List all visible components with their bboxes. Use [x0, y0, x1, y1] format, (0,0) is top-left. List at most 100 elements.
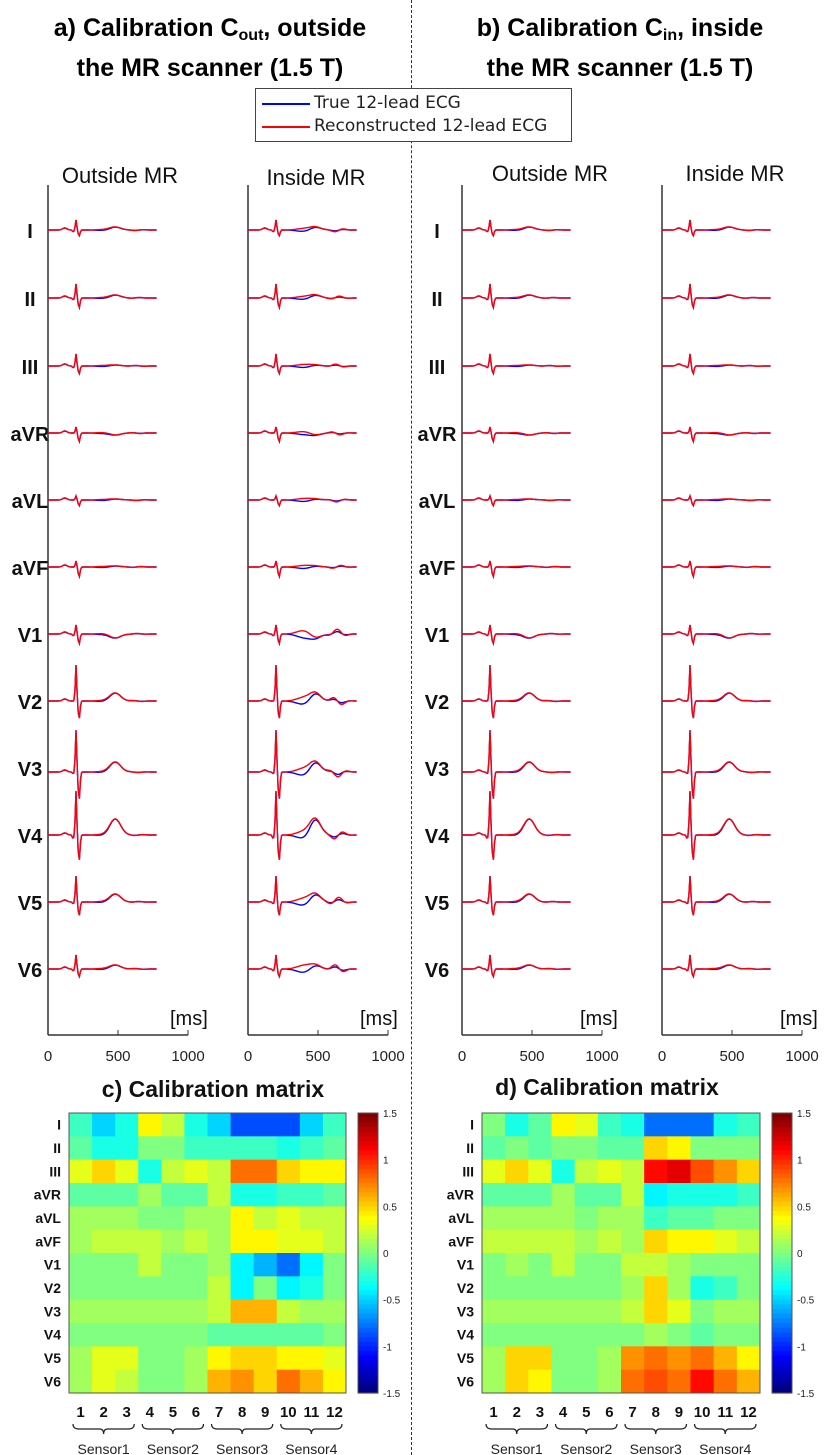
- panel-c-heatmap-colorbar-step-0: [358, 1113, 378, 1119]
- panel-a-outside-aVF-true-trace: [48, 560, 157, 580]
- panel-c-heatmap-cell-aVF-9: [253, 1229, 278, 1254]
- panel-d-heatmap-cell-I-2: [505, 1113, 529, 1137]
- panel-c-heatmap-cell-I-10: [276, 1113, 301, 1137]
- panel-c-heatmap-cell-aVF-1: [69, 1229, 93, 1254]
- panel-d-heatmap-cell-V4-1: [482, 1323, 506, 1347]
- panel-d-heatmap-cell-V2-5: [574, 1276, 599, 1301]
- panel-d-heatmap-row-label-V5: V5: [457, 1350, 474, 1366]
- panel-d-heatmap-colorbar-step-2: [772, 1122, 792, 1128]
- panel-c-heatmap-cell-aVR-11: [299, 1183, 324, 1207]
- panel-c-heatmap-cell-aVF-3: [115, 1229, 139, 1254]
- panel-c-heatmap-colorbar-step-39: [358, 1295, 378, 1301]
- panel-d-heatmap-colorbar-tick-4: -0.5: [797, 1296, 815, 1307]
- panel-c-heatmap-cell-V1-10: [276, 1253, 301, 1277]
- panel-c-heatmap-colorbar-step-20: [358, 1206, 378, 1212]
- panel-a-outside-V4-true-trace: [48, 791, 157, 860]
- panel-d-heatmap-cell-II-10: [690, 1136, 715, 1161]
- panel-c-heatmap-colorbar-tick-3: 0: [383, 1249, 389, 1260]
- panel-d-heatmap-cell-V4-10: [690, 1323, 715, 1347]
- panel-c-heatmap-cell-V3-4: [138, 1299, 162, 1324]
- panel-c-heatmap-cell-III-4: [138, 1159, 162, 1184]
- panel-c-heatmap-cell-V3-11: [299, 1299, 324, 1324]
- panel-c-heatmap-colorbar-step-56: [358, 1374, 378, 1380]
- panel-d-heatmap-cell-V2-1: [482, 1276, 506, 1301]
- panel-c-heatmap-cell-aVR-3: [115, 1183, 139, 1207]
- panel-c-heatmap-cell-aVR-9: [253, 1183, 278, 1207]
- panel-c-heatmap-cell-V2-10: [276, 1276, 301, 1301]
- panel-d-heatmap-cell-aVR-7: [621, 1183, 645, 1207]
- panel-d-heatmap-cell-aVL-6: [597, 1206, 622, 1231]
- panel-c-heatmap-cell-V6-12: [322, 1369, 347, 1394]
- panel-d-heatmap-colorbar-step-7: [772, 1145, 792, 1151]
- panel-a-lead-label-V1: V1: [18, 625, 42, 647]
- panel-d-heatmap-row-label-V3: V3: [457, 1303, 474, 1319]
- panel-b-lead-label-V5: V5: [425, 893, 449, 915]
- panel-d-heatmap-cell-V5-3: [528, 1346, 552, 1371]
- panel-a-outside-III-reconstructed-trace: [48, 353, 157, 376]
- panel-d-heatmap-colorbar-tick-6: -1.5: [797, 1389, 815, 1400]
- panel-d-heatmap-cell-III-8: [644, 1159, 668, 1184]
- panel-c-heatmap-cell-V4-4: [138, 1323, 162, 1347]
- panel-c-heatmap-cell-V2-3: [115, 1276, 139, 1301]
- panel-d-heatmap-colorbar-step-1: [772, 1117, 792, 1123]
- panel-d-heatmap-cell-aVL-9: [667, 1206, 691, 1231]
- legend-item-reconstructed: Reconstructed 12-lead ECG: [256, 115, 571, 139]
- panel-a-outside-V5-true-trace: [48, 875, 157, 916]
- panel-c-heatmap-cell-V5-2: [92, 1346, 116, 1371]
- panel-d-heatmap-cell-II-12: [736, 1136, 761, 1161]
- legend-swatch-reconstructed: [262, 126, 310, 128]
- panel-d-heatmap-cell-V2-9: [667, 1276, 691, 1301]
- panel-d-heatmap-cell-aVL-1: [482, 1206, 506, 1231]
- panel-c-heatmap-cell-V1-4: [138, 1253, 162, 1277]
- panel-d-heatmap-cell-V2-8: [644, 1276, 668, 1301]
- panel-b-lead-label-V4: V4: [425, 826, 450, 848]
- panel-c-heatmap-cell-II-10: [276, 1136, 301, 1161]
- panel-d-heatmap-row-label-V2: V2: [457, 1280, 474, 1296]
- panel-d-heatmap-colorbar-step-46: [772, 1327, 792, 1333]
- panel-c-heatmap-cell-aVF-12: [322, 1229, 347, 1254]
- panel-c-heatmap-cell-V3-9: [253, 1299, 278, 1324]
- panel-d-heatmap-colorbar-step-51: [772, 1351, 792, 1357]
- panel-d-heatmap-cell-aVF-7: [621, 1229, 645, 1254]
- panel-d-heatmap-cell-V4-11: [713, 1323, 738, 1347]
- panel-d-heatmap-cell-I-10: [690, 1113, 715, 1137]
- panel-b-outside-V6-true-trace: [462, 954, 571, 979]
- panel-d-heatmap-colorbar-step-43: [772, 1313, 792, 1319]
- panel-d-heatmap-cell-V2-6: [597, 1276, 622, 1301]
- panel-c-heatmap-cell-aVL-2: [92, 1206, 116, 1231]
- panel-c-heatmap-cell-aVL-8: [230, 1206, 255, 1231]
- panel-a-outside-x-tick-label-1: 500: [105, 1048, 130, 1065]
- panel-a-outside-V6-reconstructed-trace: [48, 954, 157, 979]
- panel-d-heatmap-colorbar-step-0: [772, 1113, 792, 1119]
- panel-c-heatmap-cell-V3-7: [207, 1299, 232, 1324]
- panel-c-heatmap-cell-V4-12: [322, 1323, 347, 1347]
- panel-b-inside-V2-reconstructed-trace: [662, 664, 771, 719]
- panel-c-heatmap-colorbar-step-48: [358, 1337, 378, 1343]
- panel-c-heatmap-colorbar-step-31: [358, 1257, 378, 1263]
- panel-c-heatmap-colorbar-step-29: [358, 1248, 378, 1254]
- panel-c-heatmap-cell-aVL-11: [299, 1206, 324, 1231]
- panel-d-heatmap-cell-V1-1: [482, 1253, 506, 1277]
- panel-d-heatmap-cell-III-9: [667, 1159, 691, 1184]
- panel-d-heatmap-cell-II-9: [667, 1136, 691, 1161]
- panel-b-inside-V5-true-trace: [662, 875, 771, 916]
- panel-a-outside-aVL-reconstructed-trace: [48, 493, 157, 508]
- panel-c-heatmap-cell-aVR-8: [230, 1183, 255, 1207]
- panel-d-heatmap-cell-III-4: [551, 1159, 576, 1184]
- panel-c-heatmap-colorbar-step-46: [358, 1327, 378, 1333]
- panel-d-heatmap-row-label-V1: V1: [457, 1257, 474, 1273]
- panel-c-heatmap-group-brace-3: [280, 1423, 343, 1435]
- panel-a-inside-II-reconstructed-trace: [248, 283, 357, 311]
- panel-d-heatmap-colorbar-step-33: [772, 1267, 792, 1273]
- panel-c-heatmap-colorbar-step-53: [358, 1360, 378, 1366]
- panel-c-heatmap-colorbar-step-47: [358, 1332, 378, 1338]
- panel-c-heatmap-cell-V4-9: [253, 1323, 278, 1347]
- panel-c-heatmap-colorbar-step-7: [358, 1145, 378, 1151]
- panel-c-heatmap-colorbar-step-13: [358, 1173, 378, 1179]
- panel-d-heatmap-cell-III-1: [482, 1159, 506, 1184]
- panel-d-heatmap-cell-aVF-1: [482, 1229, 506, 1254]
- panel-a-outside-V6-true-trace: [48, 954, 157, 979]
- panel-d-heatmap-colorbar-step-40: [772, 1299, 792, 1305]
- panel-b-outside-II-reconstructed-trace: [462, 283, 571, 311]
- panel-divider: [411, 0, 412, 1455]
